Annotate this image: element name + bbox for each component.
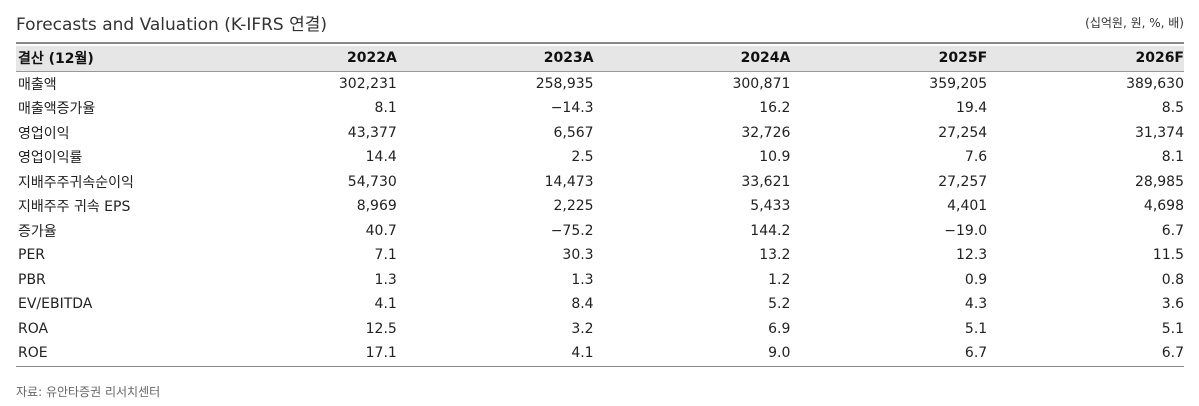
row-label: 매출액 xyxy=(18,76,57,93)
table-row: 매출액증가율 8.1 −14.3 16.2 19.4 8.5 xyxy=(16,96,1184,121)
table-row: ROA 12.5 3.2 6.9 5.1 5.1 xyxy=(16,317,1184,342)
table-cell: 32,726 xyxy=(741,124,791,141)
table-cell: 2,225 xyxy=(553,198,594,215)
table-cell: 33,621 xyxy=(741,173,791,190)
table-cell: 5.2 xyxy=(768,296,791,313)
table-row: 지배주주귀속순이익 54,730 14,473 33,621 27,257 28,985 xyxy=(16,170,1184,195)
column-header: 2022A xyxy=(200,46,397,72)
table-cell: 1.3 xyxy=(374,271,397,288)
table-cell: 7.6 xyxy=(964,149,988,166)
source-note: 자료: 유안타증권 리서치센터 xyxy=(16,385,161,399)
row-label: 매출액증가율 xyxy=(18,101,96,118)
table-row: 증가율 40.7 −75.2 144.2 −19.0 6.7 xyxy=(16,219,1184,244)
table-cell: 6,567 xyxy=(553,124,594,141)
table-row: ROE 17.1 4.1 9.0 6.7 6.7 xyxy=(16,341,1184,367)
table-row: 지배주주 귀속 EPS 8,969 2,225 5,433 4,401 4,698 xyxy=(16,194,1184,219)
table-cell: 13.2 xyxy=(759,247,791,264)
table-header-row: 결산 (12월) 2022A 2023A 2024A 2025F 2026F xyxy=(16,46,1184,72)
title-divider xyxy=(16,42,1184,44)
table-cell: 0.9 xyxy=(964,271,988,288)
table-cell: 3.2 xyxy=(571,320,594,337)
table-cell: 1.3 xyxy=(571,271,594,288)
table-cell: 9.0 xyxy=(593,341,791,367)
table-cell: 19.4 xyxy=(956,100,988,117)
table-cell: 6.7 xyxy=(987,341,1184,367)
table-cell: 258,935 xyxy=(535,75,594,92)
table-cell: 2.5 xyxy=(571,149,594,166)
table-cell: 6.7 xyxy=(790,341,988,367)
table-cell: 359,205 xyxy=(929,75,988,92)
row-label: 영업이익률 xyxy=(18,150,83,167)
column-header: 2026F xyxy=(987,46,1184,72)
table-cell: 27,254 xyxy=(938,124,988,141)
table-cell: 16.2 xyxy=(759,100,791,117)
row-label: 지배주주 귀속 EPS xyxy=(18,199,131,216)
table-row: 영업이익 43,377 6,567 32,726 27,254 31,374 xyxy=(16,121,1184,146)
table-cell: 4.1 xyxy=(374,296,397,313)
table-cell: 8.1 xyxy=(1161,149,1184,166)
column-header: 2025F xyxy=(790,46,988,72)
table-cell: 27,257 xyxy=(938,173,988,190)
row-label: EV/EBITDA xyxy=(18,296,93,313)
table-cell: 17.1 xyxy=(200,341,397,367)
table-cell: 302,231 xyxy=(338,75,397,92)
table-cell: 14.4 xyxy=(365,149,397,166)
row-label: 지배주주귀속순이익 xyxy=(18,174,134,191)
column-header: 2023A xyxy=(396,46,594,72)
table-cell: 4.3 xyxy=(964,296,988,313)
table-cell: 4,401 xyxy=(947,198,988,215)
table-cell: −75.2 xyxy=(550,222,594,239)
table-cell: 12.5 xyxy=(365,320,397,337)
table-cell: 5.1 xyxy=(964,320,988,337)
table-cell: 14,473 xyxy=(544,173,594,190)
table-cell: −19.0 xyxy=(944,222,988,239)
table-cell: 8.4 xyxy=(571,296,594,313)
table-row: PBR 1.3 1.3 1.2 0.9 0.8 xyxy=(16,268,1184,293)
table-cell: 8.1 xyxy=(374,100,397,117)
table-cell: −14.3 xyxy=(550,100,594,117)
table-cell: 8.5 xyxy=(1161,100,1184,117)
table-cell: 10.9 xyxy=(759,149,791,166)
row-label: 영업이익 xyxy=(18,125,70,142)
table-cell: 144.2 xyxy=(750,222,791,239)
table-cell: 28,985 xyxy=(1135,173,1184,190)
table-cell: 1.2 xyxy=(768,271,791,288)
table-cell: 0.8 xyxy=(1161,271,1184,288)
row-label: ROE xyxy=(16,341,200,367)
column-header: 2024A xyxy=(593,46,791,72)
row-label: ROA xyxy=(18,320,49,337)
table-cell: 31,374 xyxy=(1135,124,1184,141)
table-cell: 3.6 xyxy=(1161,296,1184,313)
table-cell: 40.7 xyxy=(365,222,397,239)
table-cell: 7.1 xyxy=(374,247,397,264)
page-title: Forecasts and Valuation (K-IFRS 연결) xyxy=(16,15,328,35)
row-label: PBR xyxy=(18,271,46,288)
table-cell: 54,730 xyxy=(347,173,397,190)
title-row: Forecasts and Valuation (K-IFRS 연결) (십억원… xyxy=(16,8,1184,36)
table-row: 매출액 302,231 258,935 300,871 359,205 389,630 xyxy=(16,71,1184,96)
row-label: PER xyxy=(18,247,46,264)
table-cell: 30.3 xyxy=(562,247,594,264)
forecast-table: 결산 (12월) 2022A 2023A 2024A 2025F 2026F 매… xyxy=(16,46,1184,367)
table-cell: 300,871 xyxy=(732,75,791,92)
table-cell: 4,698 xyxy=(1143,198,1184,215)
column-header: 결산 (12월) xyxy=(16,46,200,72)
table-cell: 8,969 xyxy=(356,198,397,215)
table-cell: 11.5 xyxy=(1152,247,1184,264)
table-cell: 12.3 xyxy=(956,247,988,264)
table-row: EV/EBITDA 4.1 8.4 5.2 4.3 3.6 xyxy=(16,292,1184,317)
table-cell: 6.9 xyxy=(768,320,791,337)
table-cell: 5,433 xyxy=(750,198,791,215)
table-cell: 6.7 xyxy=(1161,222,1184,239)
row-label: 증가율 xyxy=(18,223,57,240)
table-cell: 389,630 xyxy=(1126,75,1184,92)
table-cell: 4.1 xyxy=(396,341,594,367)
table-cell: 5.1 xyxy=(1161,320,1184,337)
table-row: 영업이익률 14.4 2.5 10.9 7.6 8.1 xyxy=(16,145,1184,170)
table-row: PER 7.1 30.3 13.2 12.3 11.5 xyxy=(16,243,1184,268)
unit-label: (십억원, 원, %, 배) xyxy=(1085,16,1184,30)
table-cell: 43,377 xyxy=(347,124,397,141)
